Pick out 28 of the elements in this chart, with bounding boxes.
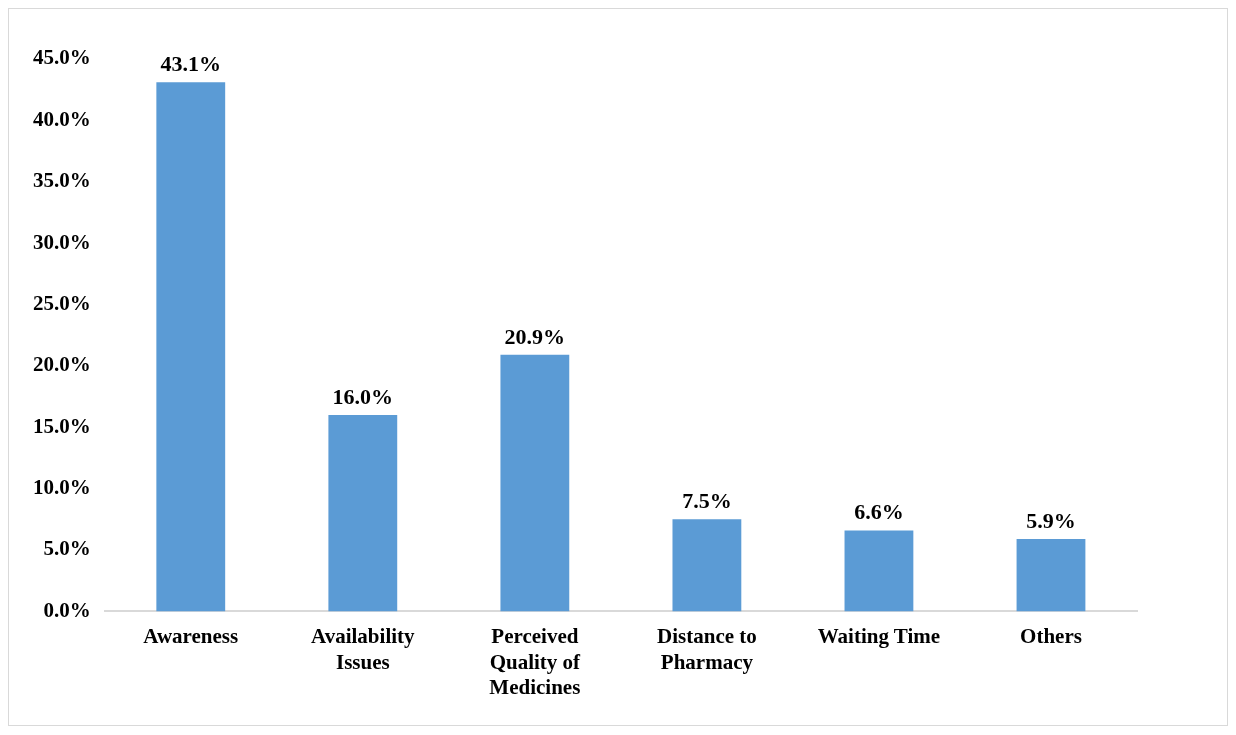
x-tick-label: Availability Issues: [311, 624, 416, 674]
x-tick-label: Others: [1020, 624, 1082, 649]
bar: [156, 82, 226, 612]
y-tick-label: 30.0%: [33, 229, 91, 254]
data-label: 16.0%: [332, 383, 394, 409]
y-tick-label: 15.0%: [33, 413, 91, 438]
y-tick-label: 35.0%: [33, 168, 91, 193]
y-tick-label: 0.0%: [43, 597, 91, 622]
data-label: 5.9%: [1026, 507, 1076, 533]
bar: [500, 354, 570, 612]
x-tick-label: Awareness: [143, 624, 239, 649]
x-tick-label: Distance to Pharmacy: [657, 624, 757, 674]
y-tick-label: 5.0%: [43, 536, 91, 561]
bar: [328, 414, 398, 612]
data-label: 7.5%: [682, 488, 732, 514]
bar: [1016, 538, 1086, 612]
y-tick-label: 20.0%: [33, 352, 91, 377]
x-tick-label: Perceived Quality of Medicines: [489, 624, 582, 699]
y-tick-label: 40.0%: [33, 106, 91, 131]
y-tick-label: 45.0%: [33, 45, 91, 70]
data-label: 20.9%: [504, 323, 566, 349]
x-tick-label: Waiting Time: [817, 624, 941, 649]
y-tick-label: 25.0%: [33, 290, 91, 315]
data-label: 43.1%: [160, 51, 222, 77]
data-label: 6.6%: [854, 499, 904, 525]
y-tick-label: 10.0%: [33, 475, 91, 500]
bar: [844, 530, 914, 612]
bar: [672, 519, 742, 612]
